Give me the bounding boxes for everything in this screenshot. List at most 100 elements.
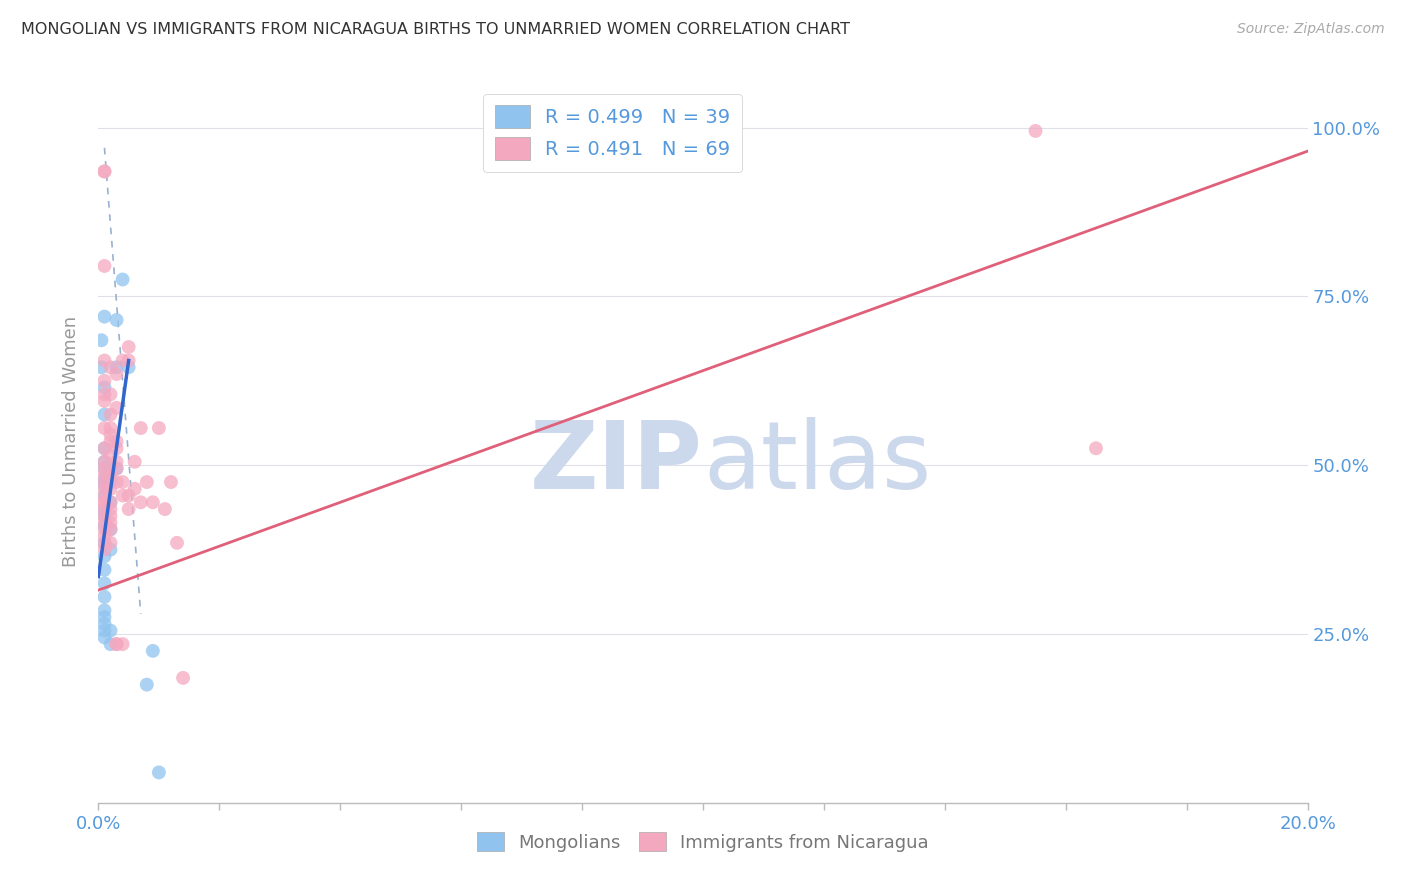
Point (148, 421, 170, 435)
Point (93, 310, 115, 324)
Point (100, 522, 122, 536)
Point (93, 522, 115, 536)
Point (93, 590, 115, 604)
Point (142, 644, 165, 658)
Point (93, 536, 115, 550)
Point (93, 502, 115, 516)
Point (153, 502, 176, 516)
Point (93, 478, 115, 492)
Point (100, 475, 122, 489)
Point (100, 542, 122, 557)
Point (135, 475, 157, 489)
Point (111, 489, 134, 503)
Point (93, 603, 115, 617)
Point (129, 421, 152, 435)
Point (129, 495, 152, 509)
Point (93, 461, 115, 475)
Point (100, 434, 122, 449)
Point (93, 549, 115, 564)
Point (93, 374, 115, 388)
Point (100, 448, 122, 462)
Point (93, 563, 115, 577)
Point (93, 461, 115, 475)
Point (105, 367, 128, 381)
Point (93, 516, 115, 530)
Point (93, 495, 115, 509)
Point (93, 442, 115, 456)
Point (93, 380, 115, 394)
Point (93, 468, 115, 483)
Point (105, 313, 128, 327)
Point (93, 421, 115, 435)
Point (93, 519, 115, 533)
Point (93, 542, 115, 557)
Text: Source: ZipAtlas.com: Source: ZipAtlas.com (1237, 22, 1385, 37)
Point (100, 502, 122, 516)
Point (105, 401, 128, 415)
Point (172, 671, 194, 685)
Point (100, 522, 122, 536)
Point (93, 495, 115, 509)
Text: atlas: atlas (703, 417, 931, 509)
Point (100, 421, 122, 435)
Point (93, 394, 115, 409)
Point (93, 529, 115, 543)
Point (100, 427, 122, 442)
Point (100, 408, 122, 422)
Point (135, 678, 157, 692)
Point (93, 576, 115, 591)
Point (100, 387, 122, 401)
Point (124, 455, 146, 469)
Point (160, 475, 183, 489)
Point (1024, 124, 1046, 138)
Point (105, 434, 128, 449)
Point (93, 508, 115, 523)
Point (118, 489, 141, 503)
Point (100, 508, 122, 523)
Point (118, 340, 141, 354)
Point (93, 536, 115, 550)
Point (93, 442, 115, 456)
Point (111, 637, 134, 651)
Point (118, 360, 141, 375)
Point (100, 536, 122, 550)
Legend: Mongolians, Immigrants from Nicaragua: Mongolians, Immigrants from Nicaragua (470, 825, 936, 859)
Point (105, 461, 128, 475)
Point (93, 482, 115, 496)
Point (90, 360, 112, 375)
Point (105, 360, 128, 375)
Point (105, 442, 128, 456)
Point (93, 502, 115, 516)
Point (93, 631, 115, 645)
Point (100, 637, 122, 651)
Point (90, 333, 112, 347)
Point (93, 475, 115, 489)
Point (111, 353, 134, 368)
Point (93, 353, 115, 368)
Point (93, 387, 115, 401)
Point (118, 353, 141, 368)
Point (100, 468, 122, 483)
Point (105, 637, 128, 651)
Point (1085, 442, 1108, 456)
Point (93, 408, 115, 422)
Point (100, 624, 122, 638)
Point (111, 272, 134, 286)
Point (100, 360, 122, 375)
Point (148, 765, 170, 780)
Point (100, 495, 122, 509)
Text: MONGOLIAN VS IMMIGRANTS FROM NICARAGUA BIRTHS TO UNMARRIED WOMEN CORRELATION CHA: MONGOLIAN VS IMMIGRANTS FROM NICARAGUA B… (21, 22, 851, 37)
Point (93, 455, 115, 469)
Point (105, 461, 128, 475)
Point (100, 482, 122, 496)
Point (100, 516, 122, 530)
Point (105, 637, 128, 651)
Point (166, 536, 188, 550)
Point (100, 495, 122, 509)
Point (93, 472, 115, 486)
Point (93, 508, 115, 523)
Y-axis label: Births to Unmarried Women: Births to Unmarried Women (62, 316, 80, 567)
Point (93, 616, 115, 631)
Point (93, 624, 115, 638)
Point (100, 461, 122, 475)
